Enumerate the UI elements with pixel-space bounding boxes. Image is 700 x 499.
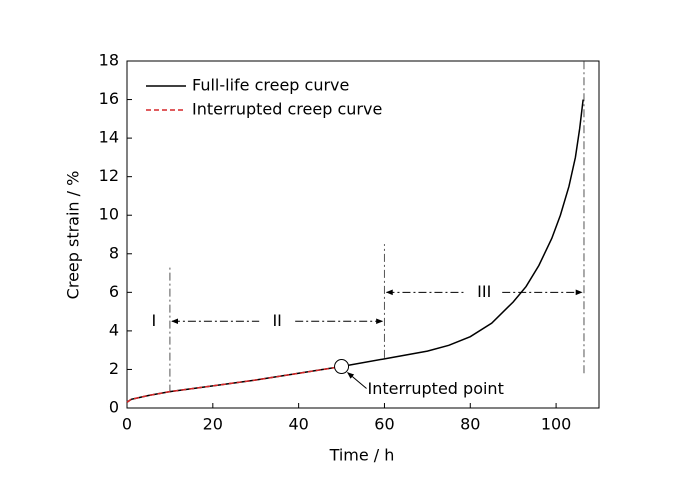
series-line <box>126 365 342 403</box>
interrupted-point <box>334 359 350 375</box>
y-tick-label: 8 <box>109 243 119 262</box>
legend-label: Interrupted creep curve <box>192 100 382 119</box>
y-tick-label: 12 <box>99 166 119 185</box>
x-tick-label: 40 <box>288 415 308 434</box>
x-tick-label: 80 <box>460 415 480 434</box>
y-axis-label: Creep strain / % <box>64 171 83 300</box>
x-axis-label: Time / h <box>329 446 395 465</box>
annotation: Interrupted point <box>368 379 504 398</box>
x-tick-label: 60 <box>374 415 394 434</box>
stage-label: II <box>272 311 281 330</box>
x-tick-label: 20 <box>203 415 223 434</box>
plot-frame <box>126 60 600 409</box>
y-tick-label: 2 <box>109 359 119 378</box>
pointer-arrow <box>347 372 367 389</box>
stage-label: III <box>477 282 491 301</box>
y-tick-label: 16 <box>99 89 119 108</box>
legend-label: Full-life creep curve <box>192 76 349 95</box>
y-tick-label: 4 <box>109 320 119 339</box>
y-tick-label: 6 <box>109 282 119 301</box>
y-tick-label: 0 <box>109 398 119 417</box>
series-line <box>126 99 584 403</box>
x-tick-label: 100 <box>541 415 572 434</box>
y-tick-label: 14 <box>99 128 119 147</box>
stage-label: I <box>152 311 157 330</box>
x-tick-label: 0 <box>122 415 132 434</box>
y-tick-label: 18 <box>99 51 119 70</box>
y-tick-label: 10 <box>99 205 119 224</box>
